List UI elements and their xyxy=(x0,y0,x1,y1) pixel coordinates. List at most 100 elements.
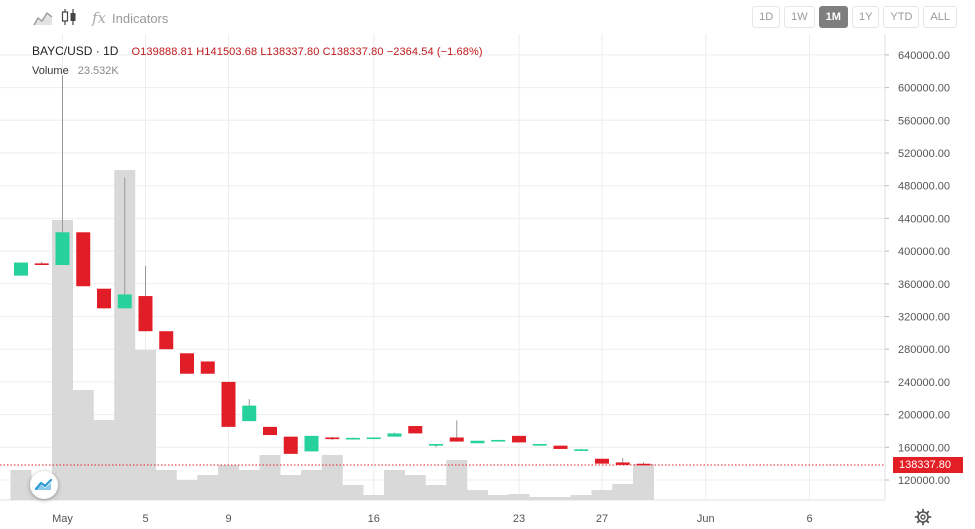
candle-body xyxy=(55,232,70,265)
candle xyxy=(449,420,464,442)
volume-bar xyxy=(570,495,592,500)
candle-body xyxy=(325,437,340,440)
y-tick-label: 440000.00 xyxy=(898,213,950,225)
y-tick-label: 640000.00 xyxy=(898,50,950,62)
indicators-button[interactable]: fx Indicators xyxy=(92,8,168,28)
tradingview-logo[interactable] xyxy=(30,471,58,499)
range-1m-button[interactable]: 1M xyxy=(818,6,848,28)
candle xyxy=(263,426,277,436)
volume-label[interactable]: Volume xyxy=(32,65,69,77)
last-price-tag: 138337.80 xyxy=(893,457,963,473)
volume-bar xyxy=(72,390,94,500)
y-tick-label: 200000.00 xyxy=(898,410,950,422)
volume-bar xyxy=(612,484,634,500)
ohlc-values: O139888.81 H141503.68 L138337.80 C138337… xyxy=(131,46,483,58)
y-tick-label: 360000.00 xyxy=(898,279,950,291)
candlestick-series xyxy=(14,75,651,466)
volume-bar xyxy=(467,490,488,500)
candle xyxy=(387,432,402,437)
range-ytd-button[interactable]: YTD xyxy=(883,6,920,28)
candle xyxy=(221,381,236,427)
candle xyxy=(159,331,174,350)
candle xyxy=(346,437,360,440)
candle xyxy=(574,448,589,451)
candle-body xyxy=(242,405,257,422)
x-tick-label: 5 xyxy=(142,513,148,525)
range-1y-button[interactable]: 1Y xyxy=(851,6,880,28)
candle xyxy=(595,458,609,464)
area-chart-icon[interactable] xyxy=(33,8,53,26)
candle-body xyxy=(159,331,174,350)
volume-bar xyxy=(259,455,281,500)
volume-bar xyxy=(135,350,156,500)
candle xyxy=(615,457,630,466)
indicators-label: Indicators xyxy=(112,10,169,26)
candle-body xyxy=(408,426,423,434)
y-tick-label: 280000.00 xyxy=(898,344,950,356)
y-tick-label: 240000.00 xyxy=(898,377,950,389)
volume-bar xyxy=(321,455,343,500)
volume-bar xyxy=(218,465,239,500)
candle-body xyxy=(429,444,443,446)
candle xyxy=(532,444,547,446)
candle xyxy=(34,261,49,265)
candle-body xyxy=(304,435,319,452)
y-tick-label: 520000.00 xyxy=(898,148,950,160)
x-tick-label: 16 xyxy=(368,513,380,525)
y-tick-label: 160000.00 xyxy=(898,442,950,454)
time-axis: May 5 9 16 23 27 Jun 6 xyxy=(52,513,812,525)
candle xyxy=(55,75,70,265)
candle-body xyxy=(14,262,28,276)
volume-bar xyxy=(155,470,177,500)
volume-bar xyxy=(529,497,551,500)
volume-bar xyxy=(363,495,385,500)
candle xyxy=(512,435,526,443)
candle-body xyxy=(512,435,526,443)
candle xyxy=(429,444,443,448)
volume-bar xyxy=(197,475,219,500)
volume-legend: Volume 23.532K xyxy=(32,65,119,77)
y-tick-label: 120000.00 xyxy=(898,475,950,487)
candle xyxy=(76,232,91,287)
candle xyxy=(491,439,506,442)
volume-bar xyxy=(342,485,364,500)
candle-body xyxy=(615,462,630,465)
range-1d-button[interactable]: 1D xyxy=(752,6,781,28)
candlestick-icon[interactable] xyxy=(59,8,79,26)
candle-body xyxy=(553,445,568,449)
candle xyxy=(366,437,381,440)
candle-body xyxy=(263,426,277,436)
y-tick-label: 480000.00 xyxy=(898,181,950,193)
candle xyxy=(138,265,153,332)
volume-bar xyxy=(93,420,115,500)
volume-bar xyxy=(404,475,426,500)
candle xyxy=(180,353,194,374)
candle-body xyxy=(97,288,111,309)
volume-bar xyxy=(238,470,260,500)
x-tick-label: 27 xyxy=(596,513,608,525)
volume-bar xyxy=(10,470,32,500)
price-chart[interactable]: 120000.00 160000.00 200000.00 240000.00 2800… xyxy=(0,34,975,529)
chart-toolbar: fx Indicators 1D 1W 1M 1Y YTD ALL xyxy=(0,0,975,34)
volume-bar xyxy=(425,485,447,500)
candle-body xyxy=(470,440,485,444)
candle xyxy=(325,436,340,440)
logo-icon xyxy=(35,479,53,491)
candle-body xyxy=(387,433,402,437)
candle xyxy=(553,445,568,449)
range-all-button[interactable]: ALL xyxy=(923,6,957,28)
settings-gear-icon[interactable] xyxy=(914,508,932,526)
range-1w-button[interactable]: 1W xyxy=(784,6,815,28)
volume-bar xyxy=(301,470,322,500)
candle-body xyxy=(574,449,589,451)
price-axis: 120000.00 160000.00 200000.00 240000.00 2800… xyxy=(885,50,950,487)
candle-body xyxy=(117,294,132,309)
candle xyxy=(470,440,485,444)
time-range-selector: 1D 1W 1M 1Y YTD ALL xyxy=(752,6,957,28)
symbol-label[interactable]: BAYC/USD · 1D xyxy=(32,44,119,58)
x-tick-label: May xyxy=(52,513,73,525)
volume-bars xyxy=(10,170,654,500)
y-tick-label: 600000.00 xyxy=(898,83,950,95)
candle xyxy=(242,399,257,422)
candle-body xyxy=(491,439,506,442)
